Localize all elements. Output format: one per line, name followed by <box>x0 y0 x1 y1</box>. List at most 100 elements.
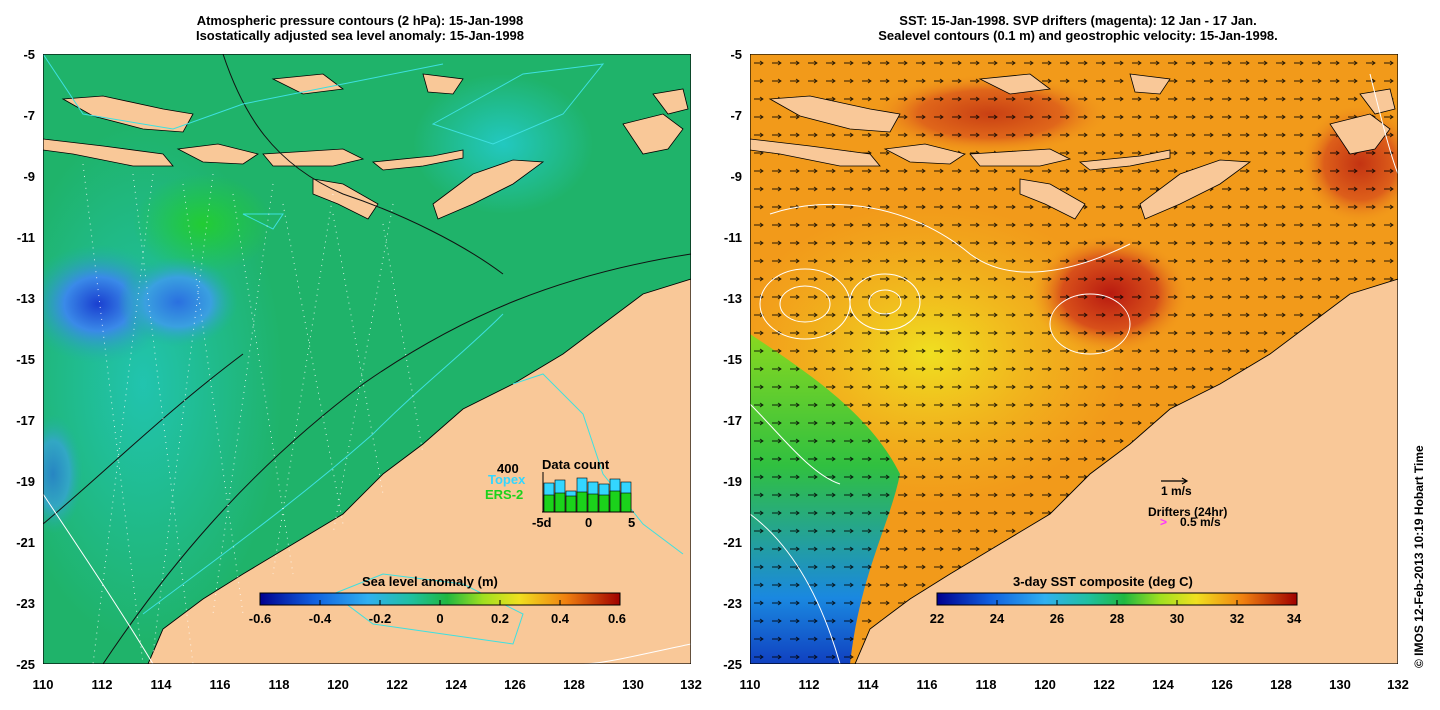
lon-tick: 120 <box>1034 677 1056 692</box>
sst-tick: 32 <box>1229 611 1245 626</box>
lat-tick: -15 <box>16 352 35 367</box>
lat-tick: -23 <box>723 596 742 611</box>
drifter-scale-label: 0.5 m/s <box>1180 515 1221 529</box>
sst-tick: 30 <box>1169 611 1185 626</box>
sst-tick: 34 <box>1286 611 1302 626</box>
sla-tick: 0.6 <box>607 611 627 626</box>
lat-tick: -25 <box>723 657 742 672</box>
sea-level-map-svg <box>43 54 691 664</box>
lon-tick: 110 <box>32 677 54 692</box>
velocity-scale-arrow-icon <box>1161 477 1189 485</box>
sst-tick: 24 <box>989 611 1005 626</box>
data-count-histogram <box>542 472 634 513</box>
pressure-contours <box>43 54 691 664</box>
sst-map <box>750 54 1398 664</box>
inset-max-label: 400 <box>497 461 519 476</box>
lat-tick: -7 <box>23 108 35 123</box>
lon-tick: 132 <box>1387 677 1409 692</box>
cyan-contours <box>43 54 684 645</box>
ers2-count-bar <box>554 492 566 513</box>
inset-xtick: -5d <box>532 515 552 530</box>
lon-tick: 124 <box>1152 677 1174 692</box>
lat-tick: -13 <box>16 291 35 306</box>
cyan-region-north <box>413 74 593 214</box>
lat-tick: -15 <box>723 352 742 367</box>
green-region <box>133 174 273 274</box>
lat-tick: -21 <box>16 535 35 550</box>
lon-tick: 126 <box>504 677 526 692</box>
islands <box>750 73 1396 220</box>
sla-tick: -0.4 <box>308 611 332 626</box>
sla-colorbar <box>259 592 621 606</box>
sla-tick: -0.2 <box>368 611 392 626</box>
ers2-count-bar <box>576 491 588 513</box>
sst-colorbar <box>936 592 1298 606</box>
lon-tick: 120 <box>327 677 349 692</box>
lon-tick: 116 <box>209 677 231 692</box>
right-title-line1: SST: 15-Jan-1998. SVP drifters (magenta)… <box>899 13 1257 28</box>
lon-tick: 128 <box>1270 677 1292 692</box>
lon-tick: 122 <box>386 677 408 692</box>
lat-tick: -5 <box>23 47 35 62</box>
left-title: Atmospheric pressure contours (2 hPa): 1… <box>0 13 720 43</box>
sla-colorbar-title: Sea level anomaly (m) <box>362 574 498 589</box>
satellite-tracks <box>82 163 424 664</box>
sst-colorbar-title: 3-day SST composite (deg C) <box>1013 574 1193 589</box>
inset-xtick: 0 <box>585 515 593 530</box>
lat-tick: -23 <box>16 596 35 611</box>
lon-tick: 130 <box>1329 677 1351 692</box>
ers2-count-bar <box>598 494 610 513</box>
lat-tick: -11 <box>723 230 742 245</box>
lon-tick: 124 <box>445 677 467 692</box>
sea-level-anomaly-map <box>43 54 691 664</box>
lat-tick: -5 <box>730 47 742 62</box>
lat-tick: -9 <box>23 169 35 184</box>
lon-tick: 128 <box>563 677 585 692</box>
lat-tick: -25 <box>16 657 35 672</box>
ers2-count-bar <box>609 490 621 513</box>
lat-tick: -17 <box>16 413 35 428</box>
lon-tick: 112 <box>798 677 820 692</box>
sla-tick: 0.4 <box>550 611 570 626</box>
ers2-count-bar <box>543 494 555 513</box>
lon-tick: 112 <box>91 677 113 692</box>
drifters-label: Drifters (24hr) <box>1148 505 1228 519</box>
sst-map-svg <box>750 54 1398 664</box>
ers2-count-bar <box>620 492 632 513</box>
lon-tick: 122 <box>1093 677 1115 692</box>
australia-landmass <box>854 278 1398 664</box>
ers2-count-bar <box>587 493 599 513</box>
lon-tick: 116 <box>916 677 938 692</box>
inset-title: Data count <box>542 457 610 472</box>
sla-tick: 0 <box>436 611 444 626</box>
right-title: SST: 15-Jan-1998. SVP drifters (magenta)… <box>718 13 1438 43</box>
lon-tick: 114 <box>857 677 879 692</box>
sla-tick: -0.6 <box>248 611 272 626</box>
velocity-scale-label: 1 m/s <box>1161 484 1192 498</box>
inset-ers2-label: ERS-2 <box>485 487 524 502</box>
lon-tick: 118 <box>975 677 997 692</box>
sea-level-contours <box>750 73 1398 664</box>
low-anomaly-east <box>118 257 238 347</box>
lat-tick: -13 <box>723 291 742 306</box>
inset-xtick: 5 <box>628 515 636 530</box>
islands <box>43 73 689 220</box>
left-title-line2: Isostatically adjusted sea level anomaly… <box>195 28 525 43</box>
sst-tick: 28 <box>1109 611 1125 626</box>
lon-tick: 126 <box>1211 677 1233 692</box>
sla-tick: 0.2 <box>490 611 510 626</box>
lat-tick: -17 <box>723 413 742 428</box>
lon-tick: 130 <box>622 677 644 692</box>
australia-landmass <box>147 278 691 664</box>
inset-topex-label: Topex <box>488 472 526 487</box>
ers2-count-bar <box>565 495 577 513</box>
lon-tick: 110 <box>739 677 761 692</box>
left-title-line1: Atmospheric pressure contours (2 hPa): 1… <box>196 13 524 28</box>
lon-tick: 118 <box>268 677 290 692</box>
lat-tick: -9 <box>730 169 742 184</box>
drifter-arrow-icon: > <box>1160 515 1168 529</box>
credit-text: © IMOS 12-Feb-2013 10:19 Hobart Time <box>1412 445 1426 668</box>
lon-tick: 132 <box>680 677 702 692</box>
lat-tick: -19 <box>16 474 35 489</box>
lat-tick: -7 <box>730 108 742 123</box>
